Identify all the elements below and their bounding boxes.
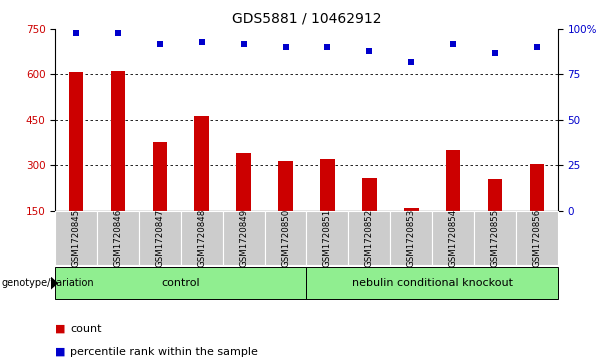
- Bar: [194, 116, 209, 211]
- Bar: [516, 211, 558, 265]
- Bar: [362, 178, 376, 211]
- Bar: [223, 211, 265, 265]
- Bar: [237, 153, 251, 211]
- Bar: [278, 160, 293, 211]
- Bar: [488, 179, 502, 211]
- Text: percentile rank within the sample: percentile rank within the sample: [70, 347, 258, 357]
- Text: nebulin conditional knockout: nebulin conditional knockout: [352, 278, 512, 288]
- Bar: [153, 142, 167, 211]
- Bar: [69, 72, 83, 211]
- Text: ■: ■: [55, 323, 66, 334]
- Text: control: control: [161, 278, 200, 288]
- Bar: [55, 267, 306, 299]
- Text: GSM1720854: GSM1720854: [449, 209, 458, 267]
- Bar: [306, 211, 348, 265]
- Bar: [181, 211, 223, 265]
- Bar: [390, 211, 432, 265]
- Polygon shape: [51, 277, 58, 290]
- Bar: [97, 211, 139, 265]
- Text: GSM1720846: GSM1720846: [113, 209, 123, 267]
- Bar: [306, 267, 558, 299]
- Text: GSM1720847: GSM1720847: [155, 209, 164, 267]
- Text: GSM1720849: GSM1720849: [239, 209, 248, 267]
- Text: GSM1720848: GSM1720848: [197, 209, 207, 267]
- Text: ■: ■: [55, 347, 66, 357]
- Bar: [530, 164, 544, 211]
- Text: GSM1720853: GSM1720853: [406, 209, 416, 267]
- Text: GSM1720851: GSM1720851: [323, 209, 332, 267]
- Text: GSM1720852: GSM1720852: [365, 209, 374, 267]
- Text: GSM1720850: GSM1720850: [281, 209, 290, 267]
- Text: GSM1720855: GSM1720855: [490, 209, 500, 267]
- Text: count: count: [70, 323, 102, 334]
- Bar: [139, 211, 181, 265]
- Bar: [474, 211, 516, 265]
- Text: GSM1720856: GSM1720856: [532, 209, 541, 267]
- Text: genotype/variation: genotype/variation: [1, 278, 94, 288]
- Bar: [320, 159, 335, 211]
- Bar: [432, 211, 474, 265]
- Title: GDS5881 / 10462912: GDS5881 / 10462912: [232, 11, 381, 25]
- Bar: [111, 72, 125, 211]
- Bar: [348, 211, 390, 265]
- Bar: [265, 211, 306, 265]
- Bar: [55, 211, 97, 265]
- Text: GSM1720845: GSM1720845: [72, 209, 81, 267]
- Bar: [404, 208, 419, 211]
- Bar: [446, 150, 460, 211]
